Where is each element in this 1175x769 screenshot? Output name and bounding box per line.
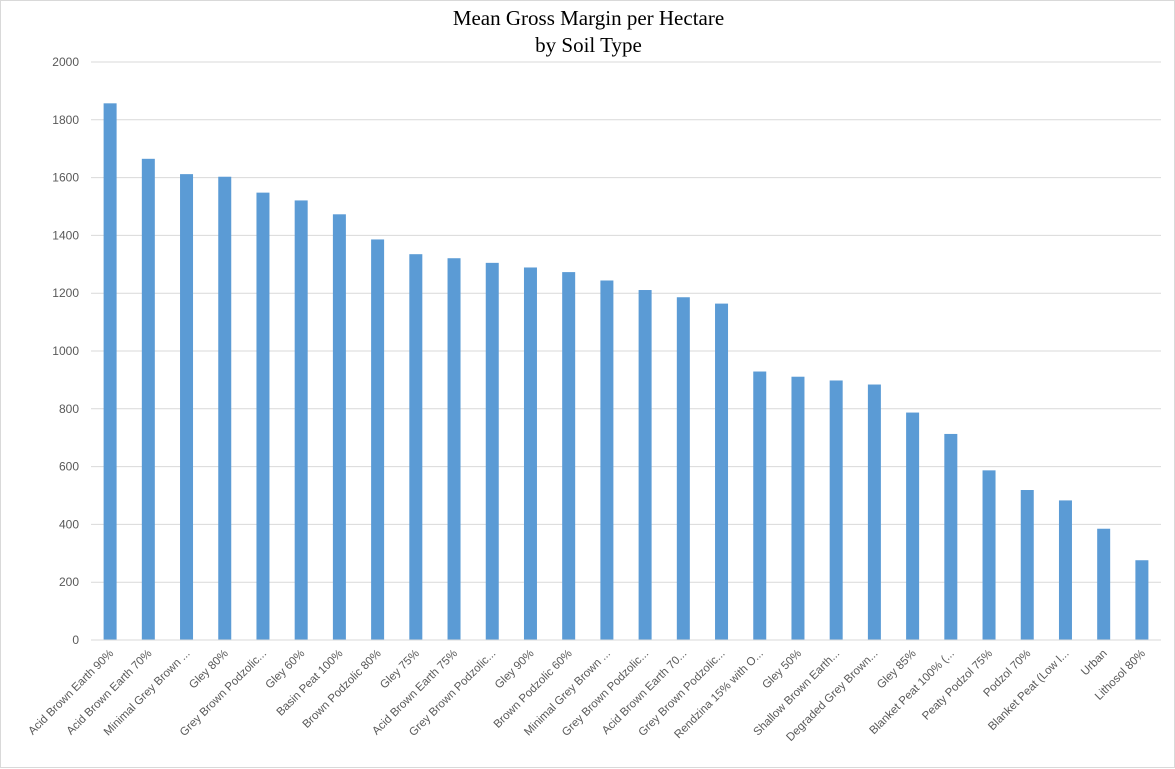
bar bbox=[638, 290, 652, 640]
x-axis-labels: Acid Brown Earth 90%Acid Brown Earth 70%… bbox=[26, 648, 1148, 744]
bar bbox=[485, 262, 499, 640]
bar bbox=[294, 200, 308, 640]
x-category-label: Urban bbox=[1079, 648, 1110, 679]
gridlines bbox=[91, 61, 1161, 583]
bar bbox=[867, 384, 881, 640]
bar bbox=[600, 280, 614, 640]
bar bbox=[562, 272, 576, 640]
bar bbox=[1097, 528, 1111, 640]
bar bbox=[1020, 490, 1034, 640]
bar bbox=[753, 371, 767, 640]
bar bbox=[371, 239, 385, 641]
bar bbox=[944, 433, 958, 640]
y-tick-label: 400 bbox=[59, 517, 79, 531]
bar bbox=[715, 303, 729, 640]
bar bbox=[103, 103, 117, 640]
chart-subtitle: by Soil Type bbox=[535, 33, 642, 57]
x-category-label: Brown Podzolic 80% bbox=[301, 648, 384, 731]
y-tick-label: 1200 bbox=[52, 286, 79, 300]
bar bbox=[791, 376, 805, 640]
bar bbox=[256, 192, 270, 641]
bar bbox=[447, 258, 461, 640]
y-tick-label: 1800 bbox=[52, 113, 79, 127]
chart-title: Mean Gross Margin per Hectare bbox=[452, 6, 725, 30]
bar bbox=[982, 470, 996, 640]
y-tick-label: 0 bbox=[72, 633, 79, 647]
chart-title-block: Mean Gross Margin per Hectare by Soil Ty… bbox=[1, 5, 1175, 59]
x-category-label: Peaty Podzol 75% bbox=[920, 648, 995, 723]
y-tick-label: 1400 bbox=[52, 228, 79, 242]
y-tick-label: 2000 bbox=[52, 55, 79, 69]
bar bbox=[676, 297, 690, 640]
bar bbox=[1058, 500, 1072, 640]
bar bbox=[332, 214, 346, 641]
bar bbox=[218, 176, 232, 640]
y-tick-label: 800 bbox=[59, 402, 79, 416]
bar bbox=[409, 254, 423, 640]
y-tick-label: 1600 bbox=[52, 171, 79, 185]
bar bbox=[141, 158, 155, 640]
bar bbox=[829, 380, 843, 640]
x-category-label: Basin Peat 100% bbox=[275, 648, 346, 719]
y-tick-label: 600 bbox=[59, 460, 79, 474]
y-axis-ticks: 0 200 400 600 800 1000 1200 1400 1600 1800 2000 bbox=[52, 55, 79, 647]
bar bbox=[523, 267, 537, 640]
bar bbox=[906, 412, 920, 640]
bars bbox=[103, 103, 1149, 641]
bar bbox=[180, 174, 194, 640]
y-tick-label: 1000 bbox=[52, 344, 79, 358]
bar bbox=[1135, 560, 1149, 640]
y-tick-label: 200 bbox=[59, 575, 79, 589]
